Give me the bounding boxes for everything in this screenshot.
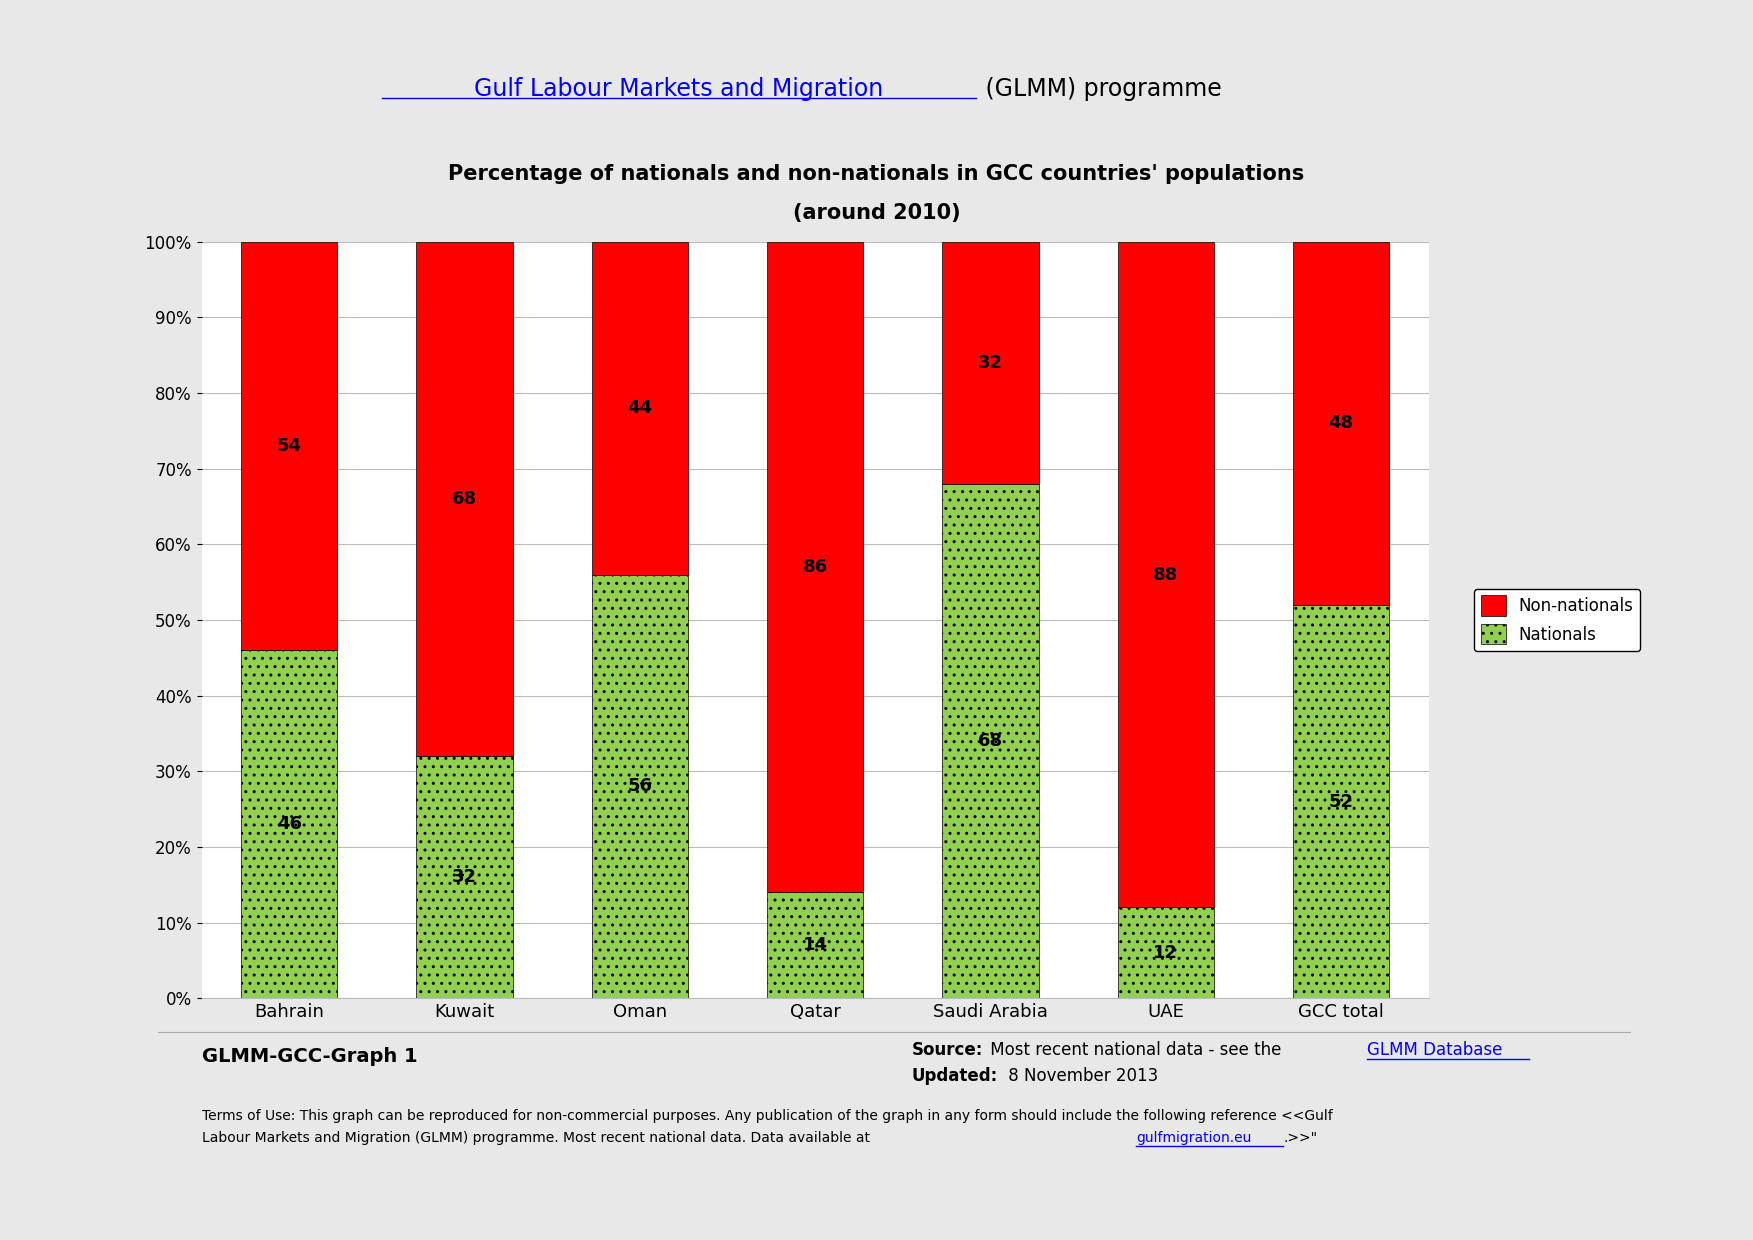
Bar bbox=[242, 650, 337, 998]
Bar bbox=[415, 242, 512, 756]
Text: Labour Markets and Migration (GLMM) programme. Most recent national data. Data a: Labour Markets and Migration (GLMM) prog… bbox=[202, 1131, 875, 1146]
Text: 56: 56 bbox=[628, 777, 652, 795]
Text: Most recent national data - see the: Most recent national data - see the bbox=[985, 1042, 1287, 1059]
Text: 54: 54 bbox=[277, 436, 302, 455]
Bar bbox=[766, 893, 862, 998]
Text: Terms of Use: This graph can be reproduced for non-commercial purposes. Any publ: Terms of Use: This graph can be reproduc… bbox=[202, 1109, 1332, 1123]
Bar bbox=[943, 242, 1038, 484]
Bar bbox=[766, 242, 862, 893]
Text: 12: 12 bbox=[1153, 944, 1178, 962]
Text: GLMM Database: GLMM Database bbox=[1367, 1042, 1502, 1059]
Text: gulfmigration.eu: gulfmigration.eu bbox=[1136, 1131, 1252, 1146]
Text: 88: 88 bbox=[1153, 565, 1178, 584]
Text: GLMM-GCC-Graph 1: GLMM-GCC-Graph 1 bbox=[202, 1047, 417, 1066]
Text: 46: 46 bbox=[277, 815, 302, 833]
Text: 68: 68 bbox=[978, 732, 1003, 750]
Bar bbox=[593, 574, 689, 998]
Text: 32: 32 bbox=[452, 868, 477, 887]
Bar bbox=[1292, 605, 1388, 998]
Text: (around 2010): (around 2010) bbox=[792, 203, 961, 223]
Text: 68: 68 bbox=[452, 490, 477, 508]
Text: 44: 44 bbox=[628, 399, 652, 417]
Text: 86: 86 bbox=[803, 558, 827, 577]
Bar bbox=[1118, 242, 1213, 908]
Bar bbox=[593, 242, 689, 574]
Text: (GLMM) programme: (GLMM) programme bbox=[978, 77, 1222, 102]
Bar bbox=[1118, 908, 1213, 998]
Text: 14: 14 bbox=[803, 936, 827, 955]
Bar bbox=[1292, 242, 1388, 605]
Text: 48: 48 bbox=[1329, 414, 1353, 433]
Text: Source:: Source: bbox=[912, 1042, 983, 1059]
Bar bbox=[943, 484, 1038, 998]
Text: .>>": .>>" bbox=[1283, 1131, 1317, 1146]
Text: 8 November 2013: 8 November 2013 bbox=[1003, 1068, 1159, 1085]
Text: Gulf Labour Markets and Migration: Gulf Labour Markets and Migration bbox=[473, 77, 884, 102]
Bar bbox=[415, 756, 512, 998]
Text: 32: 32 bbox=[978, 353, 1003, 372]
Bar bbox=[242, 242, 337, 650]
Text: Percentage of nationals and non-nationals in GCC countries' populations: Percentage of nationals and non-national… bbox=[449, 164, 1304, 184]
Text: 52: 52 bbox=[1329, 792, 1353, 811]
Text: Updated:: Updated: bbox=[912, 1068, 997, 1085]
Legend: Non-nationals, Nationals: Non-nationals, Nationals bbox=[1474, 589, 1641, 651]
